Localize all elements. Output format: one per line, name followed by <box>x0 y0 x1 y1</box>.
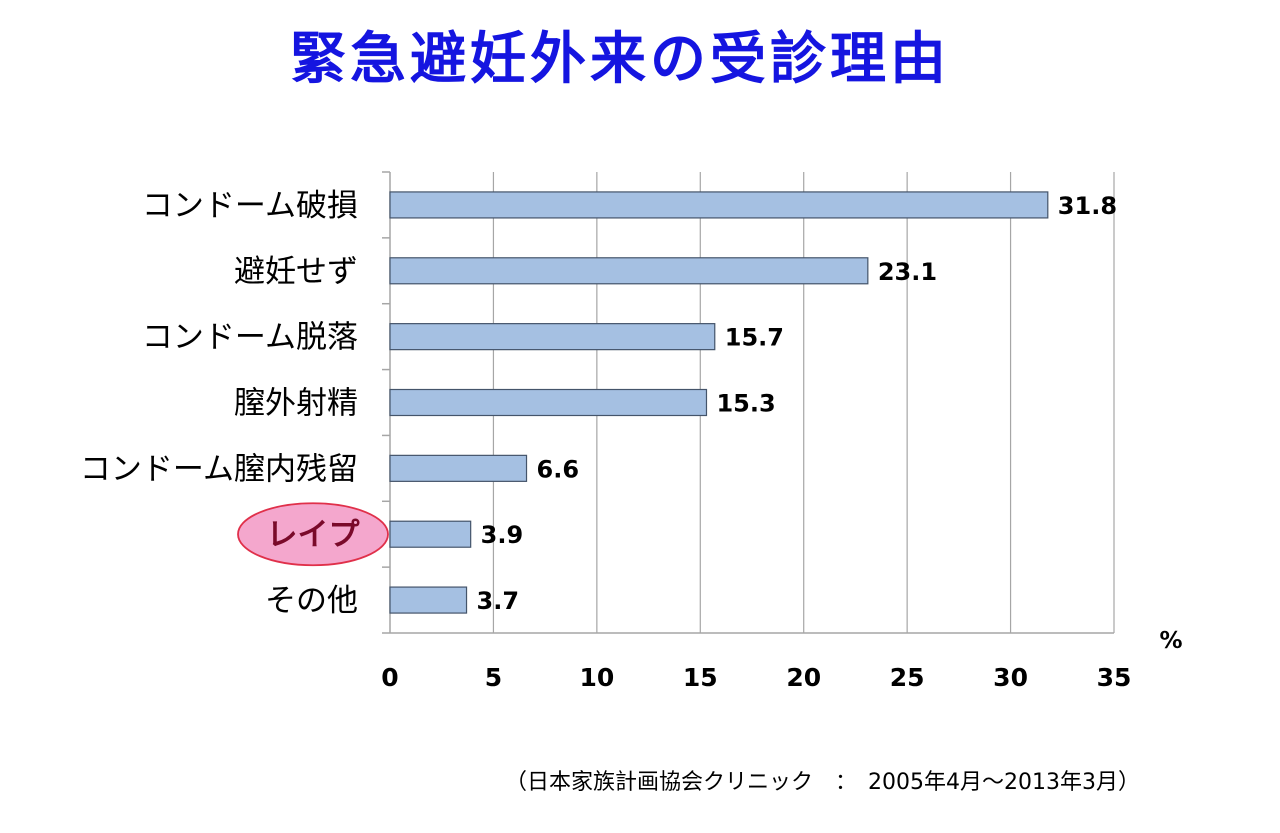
data-label: 15.7 <box>725 324 784 352</box>
x-tick-label: 5 <box>485 663 502 692</box>
data-label: 3.7 <box>477 587 520 615</box>
x-unit-label: % <box>1159 628 1182 654</box>
bar <box>389 323 716 351</box>
x-tick-label: 25 <box>890 663 925 692</box>
category-label: コンドーム破損 <box>142 188 358 224</box>
data-label: 6.6 <box>537 455 580 483</box>
highlight-ellipse <box>237 502 389 567</box>
category-label: レイプ <box>267 517 361 553</box>
x-tick-label: 30 <box>993 663 1028 692</box>
category-label: 避妊せず <box>234 254 358 290</box>
bar <box>389 520 472 548</box>
x-tick-label: 0 <box>381 663 398 692</box>
data-label: 31.8 <box>1058 192 1117 220</box>
bar <box>389 586 468 614</box>
category-label: 膣外射精 <box>234 386 358 422</box>
source-note: （日本家族計画協会クリニック ： 2005年4月～2013年3月） <box>505 770 1140 795</box>
chart-title: 緊急避妊外来の受診理由 <box>290 27 950 92</box>
x-tick-label: 10 <box>579 663 614 692</box>
category-label: その他 <box>265 583 358 619</box>
category-label: コンドーム脱落 <box>142 320 358 356</box>
bar <box>389 454 528 482</box>
x-tick-label: 35 <box>1097 663 1132 692</box>
data-label: 23.1 <box>878 258 937 286</box>
x-tick-label: 20 <box>786 663 821 692</box>
data-label: 15.3 <box>716 390 775 418</box>
bar <box>389 191 1049 219</box>
x-tick-label: 15 <box>683 663 718 692</box>
bar <box>389 257 869 285</box>
data-label: 3.9 <box>481 521 524 549</box>
category-label: コンドーム膣内残留 <box>80 451 358 487</box>
bar <box>389 388 708 417</box>
